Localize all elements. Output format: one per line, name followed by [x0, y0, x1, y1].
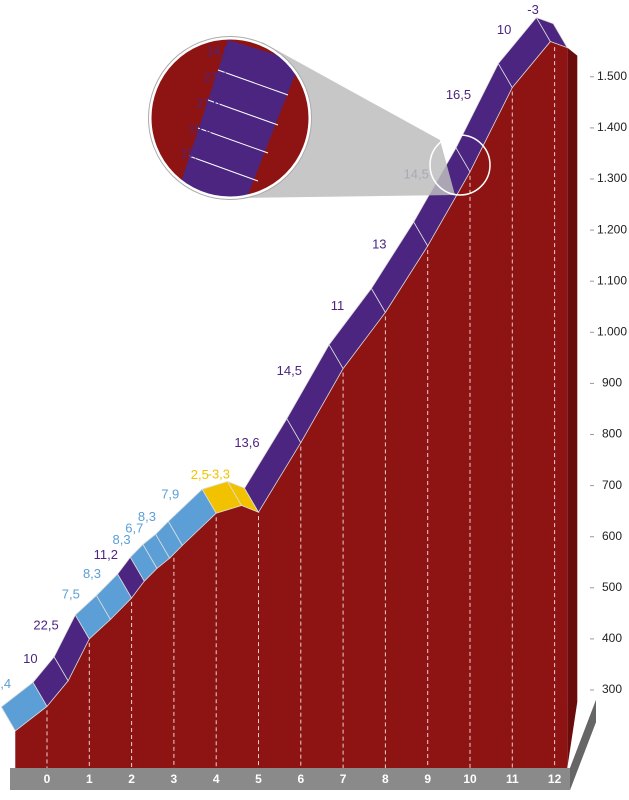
- gradient-label: 13,6: [234, 435, 259, 450]
- x-tick-label: 2: [128, 772, 135, 786]
- gradient-label: 8,3: [83, 566, 101, 581]
- y-tick-label: 1.500: [597, 69, 627, 83]
- gradient-label: 8,3: [138, 509, 156, 524]
- lens-divider: [188, 155, 259, 182]
- y-tick-label: 600: [602, 529, 622, 543]
- x-tick-label: 10: [463, 772, 477, 786]
- gradient-label: 22,5: [33, 617, 58, 632]
- inset-labels: 14,9 23,5 21,6 19,6 15,5: [181, 44, 231, 160]
- gradient-label: 8,3: [113, 532, 131, 547]
- x-tick-label: 7: [340, 772, 347, 786]
- plot: 01234567891011126,41022,57,58,311,28,36,…: [0, 2, 627, 786]
- y-tick-label: 1.200: [597, 222, 627, 236]
- y-tick-label: 300: [602, 682, 622, 696]
- y-tick-label: 1.300: [597, 171, 627, 185]
- y-tick-label: 900: [602, 376, 622, 390]
- x-tick-label: 12: [548, 772, 562, 786]
- lens-divider: [197, 127, 269, 154]
- gradient-label: -3: [527, 2, 539, 17]
- inset-label: 19,6: [189, 122, 213, 136]
- body-side: [567, 47, 578, 769]
- lens-outline: [148, 36, 312, 200]
- y-tick-label: 500: [602, 580, 622, 594]
- inset-label: 14,9: [207, 44, 231, 58]
- y-tick-label: 400: [602, 631, 622, 645]
- y-tick-label: 700: [602, 478, 622, 492]
- inset-label: 15,5: [181, 146, 205, 160]
- gradient-label: 14,5: [277, 363, 302, 378]
- x-tick-label: 9: [424, 772, 431, 786]
- gradient-label: 10: [23, 651, 37, 666]
- y-tick-label: 1.000: [597, 324, 627, 338]
- lens-target: [429, 134, 491, 196]
- lens-frame: [148, 36, 312, 200]
- x-tick-label: 11: [506, 772, 519, 786]
- gradient-label: 7,9: [161, 487, 179, 502]
- gradient-label: 6,7: [125, 521, 143, 536]
- gradient-label: 10: [497, 22, 511, 37]
- elevation-body: [15, 41, 568, 768]
- gradient-label: 11,2: [94, 547, 118, 562]
- x-tick-label: 5: [255, 772, 262, 786]
- inset-label: 23,5: [204, 70, 228, 84]
- x-tick-label: 4: [213, 772, 220, 786]
- gradient-label: -3,3: [208, 466, 230, 481]
- x-tick-label: 1: [86, 772, 93, 786]
- base: [10, 700, 596, 790]
- gradient-label: 16,5: [446, 87, 471, 102]
- y-tick-label: 800: [602, 427, 622, 441]
- inset-label: 21,6: [197, 96, 221, 110]
- y-tick-label: 1.400: [597, 120, 627, 134]
- gradient-label: 7,5: [62, 587, 80, 602]
- lens: [150, 38, 310, 198]
- gradient-label: 11: [331, 298, 345, 313]
- gradient-label: 6,4: [0, 676, 11, 691]
- x-tick-label: 3: [171, 772, 178, 786]
- lens-divider: [217, 69, 289, 96]
- x-tick-label: 8: [382, 772, 389, 786]
- y-tick-label: 1.100: [597, 273, 627, 287]
- gradient-label: 13: [372, 237, 386, 252]
- gradient-label: 2,5: [191, 467, 209, 482]
- base-side: [570, 700, 596, 790]
- segment-slab: [535, 16, 569, 49]
- lens-divider: [207, 99, 279, 126]
- lens-band: [180, 40, 300, 198]
- x-tick-label: 0: [44, 772, 51, 786]
- x-tick-label: 6: [297, 772, 304, 786]
